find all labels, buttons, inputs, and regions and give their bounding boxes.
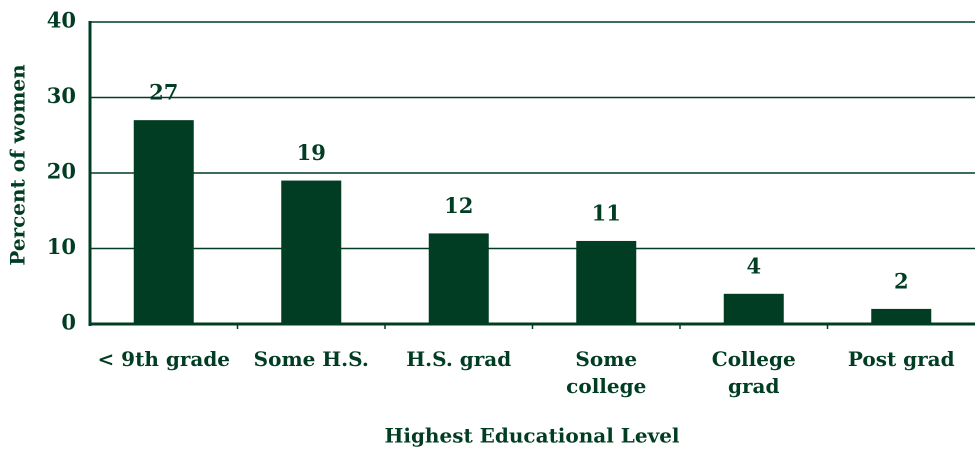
x-tick-label: H.S. grad (406, 347, 511, 371)
value-label: 4 (746, 253, 761, 278)
bar (576, 240, 637, 324)
y-tick-label: 40 (47, 8, 76, 33)
y-tick-label: 10 (47, 234, 76, 259)
y-tick-label: 0 (61, 310, 76, 335)
value-label: 27 (149, 80, 178, 105)
x-tick-label: Post grad (848, 347, 955, 371)
y-tick-label: 30 (47, 83, 76, 108)
bar (871, 308, 932, 324)
x-tick-label: College grad (712, 347, 796, 398)
y-tick-label: 20 (47, 159, 76, 184)
value-label: 2 (894, 268, 909, 293)
bar (723, 293, 784, 324)
bar (281, 180, 342, 324)
y-axis-title: Percent of women (6, 64, 30, 266)
x-tick-label: < 9th grade (97, 347, 230, 371)
x-tick-label: Some college (566, 347, 646, 398)
value-label: 11 (592, 200, 621, 225)
x-axis-title: Highest Educational Level (384, 424, 679, 448)
bar (133, 120, 194, 325)
x-tick-label: Some H.S. (254, 347, 369, 371)
value-label: 19 (297, 140, 326, 165)
bar (428, 233, 489, 324)
value-label: 12 (444, 193, 473, 218)
